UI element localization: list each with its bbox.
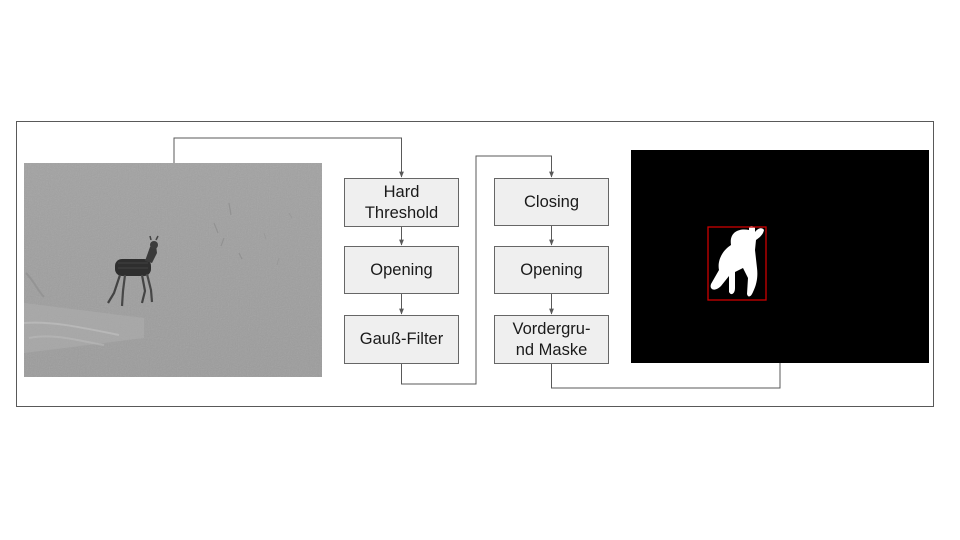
- step-label-line: Hard: [383, 182, 420, 201]
- input-image-graphic: [24, 163, 322, 377]
- deer-figure: [107, 235, 159, 307]
- step-label-line: Threshold: [364, 203, 439, 222]
- step-label-line: nd Maske: [515, 340, 588, 359]
- output-mask-image: [631, 150, 929, 363]
- step-label-line: Opening: [370, 260, 433, 279]
- step-opening-right: Opening: [494, 246, 609, 294]
- step-gauss-filter: Gauß-Filter: [344, 315, 459, 364]
- mask-silhouette: [710, 226, 764, 297]
- step-opening-left: Opening: [344, 246, 459, 294]
- step-label-line: Opening: [520, 260, 583, 279]
- step-closing: Closing: [494, 178, 609, 226]
- input-image: [24, 163, 322, 377]
- step-label-line: Gauß-Filter: [359, 330, 444, 348]
- output-mask-graphic: [631, 150, 929, 363]
- bounding-box: [707, 226, 767, 301]
- step-hard-threshold: Hard Threshold: [344, 178, 459, 227]
- step-label-line: Closing: [523, 192, 580, 211]
- step-foreground-mask: Vordergru- nd Maske: [494, 315, 609, 364]
- diagram-frame: [16, 121, 934, 407]
- step-label-line: Vordergru-: [512, 319, 591, 338]
